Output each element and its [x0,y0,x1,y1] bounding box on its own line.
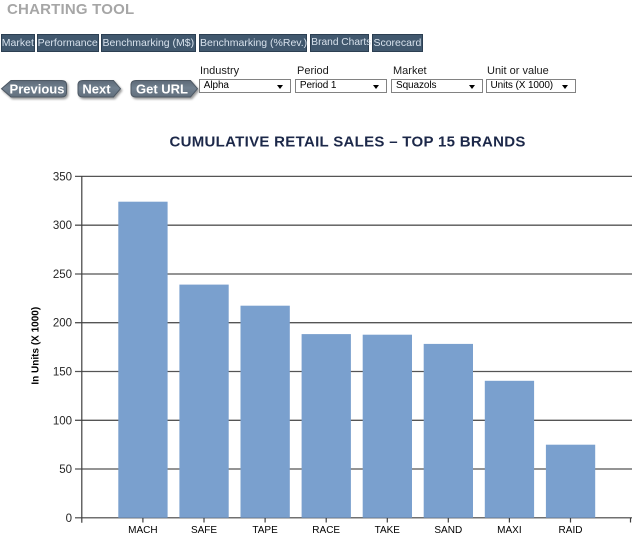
svg-text:150: 150 [53,367,72,379]
svg-text:MACH: MACH [128,525,157,536]
svg-text:RACE: RACE [312,525,340,536]
svg-text:250: 250 [53,269,72,281]
svg-text:MAXI: MAXI [497,525,521,536]
svg-text:RAID: RAID [559,525,583,536]
svg-text:Next: Next [82,81,111,96]
svg-text:100: 100 [53,415,72,427]
svg-text:SAND: SAND [434,525,462,536]
svg-text:TAKE: TAKE [375,525,401,536]
svg-text:300: 300 [53,220,72,232]
svg-text:In Units (X 1000): In Units (X 1000) [31,307,42,385]
svg-text:50: 50 [59,464,72,476]
svg-text:Get URL: Get URL [136,81,188,96]
svg-text:CUMULATIVE RETAIL SALES – TOP: CUMULATIVE RETAIL SALES – TOP 15 BRANDS [169,134,525,151]
svg-text:200: 200 [53,318,72,330]
svg-text:350: 350 [53,171,72,183]
svg-text:SAFE: SAFE [191,525,217,536]
svg-text:TAPE: TAPE [252,525,278,536]
svg-text:0: 0 [66,513,72,525]
svg-text:Previous: Previous [10,81,65,96]
